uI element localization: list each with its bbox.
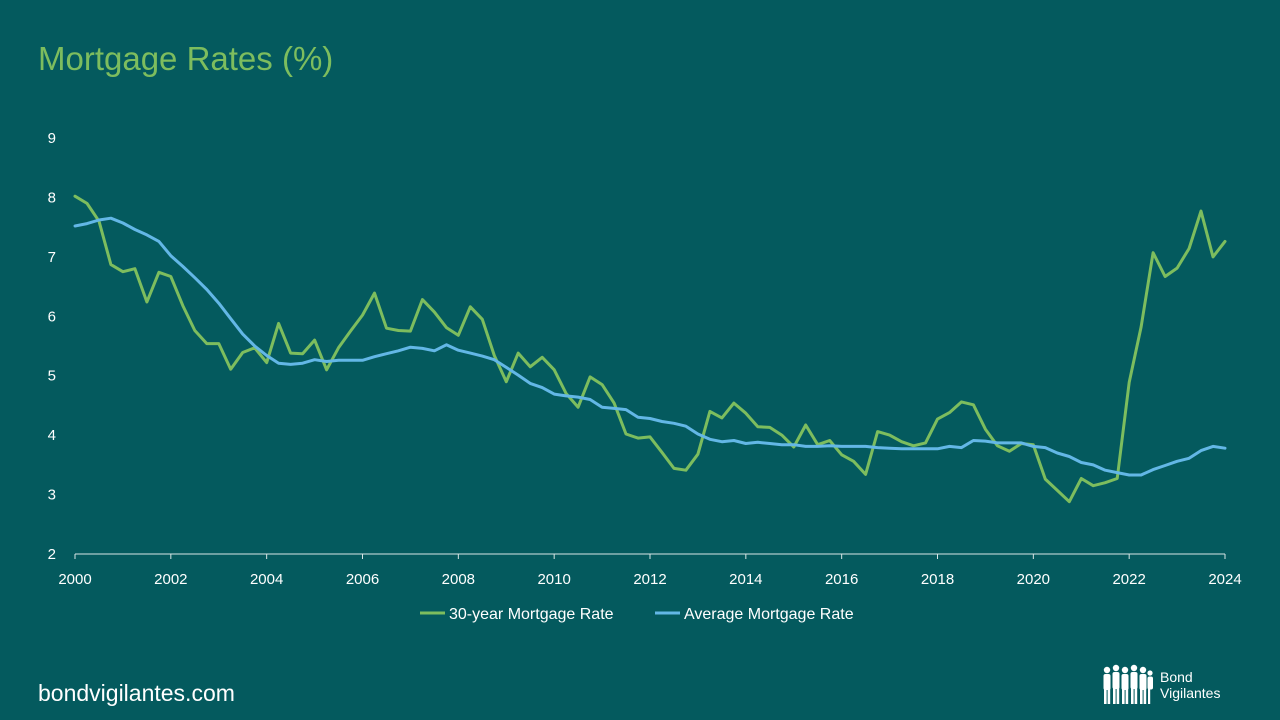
chart-title: Mortgage Rates (%) <box>38 40 334 77</box>
x-tick-label: 2000 <box>58 571 91 588</box>
legend-label-30-year-mortgage-rate: 30-year Mortgage Rate <box>449 606 614 623</box>
y-tick-label: 9 <box>48 130 56 147</box>
x-tick-label: 2012 <box>633 571 666 588</box>
y-tick-label: 3 <box>48 487 56 504</box>
x-tick-label: 2004 <box>250 571 283 588</box>
x-tick-label: 2022 <box>1112 571 1145 588</box>
legend: 30-year Mortgage Rate Average Mortgage Ra… <box>420 606 854 623</box>
x-tick-label: 2024 <box>1208 571 1241 588</box>
site-url: bondvigilantes.com <box>38 680 235 706</box>
y-tick-label: 4 <box>48 427 56 444</box>
x-tick-label: 2014 <box>729 571 762 588</box>
x-tick-label: 2016 <box>825 571 858 588</box>
y-axis-ticks: 2 3 4 5 6 7 8 9 <box>48 130 56 563</box>
x-tick-label: 2002 <box>154 571 187 588</box>
people-silhouette-icon <box>1103 664 1153 704</box>
x-tick-label: 2010 <box>537 571 570 588</box>
legend-label-average-mortgage-rate: Average Mortgage Rate <box>684 606 854 623</box>
x-tick-label: 2008 <box>442 571 475 588</box>
y-tick-label: 2 <box>48 546 56 563</box>
series-lines <box>73 194 1227 504</box>
x-tick-label: 2018 <box>921 571 954 588</box>
y-tick-label: 6 <box>48 308 56 325</box>
x-tick-label: 2006 <box>346 571 379 588</box>
series-line-average-mortgage-rate <box>73 216 1227 477</box>
x-tick-label: 2020 <box>1017 571 1050 588</box>
series-line-30-year-mortgage-rate <box>73 194 1227 504</box>
bond-vigilantes-logo: Bond Vigilantes <box>1100 664 1220 706</box>
y-tick-label: 8 <box>48 189 56 206</box>
x-axis: 2000 2002 2004 2006 2008 2010 2012 2014 2016 2018… <box>58 553 1242 588</box>
y-tick-label: 5 <box>48 368 56 385</box>
y-tick-label: 7 <box>48 249 56 266</box>
logo-text-vigilantes: Vigilantes <box>1160 685 1221 701</box>
logo-text-bond: Bond <box>1160 669 1193 685</box>
